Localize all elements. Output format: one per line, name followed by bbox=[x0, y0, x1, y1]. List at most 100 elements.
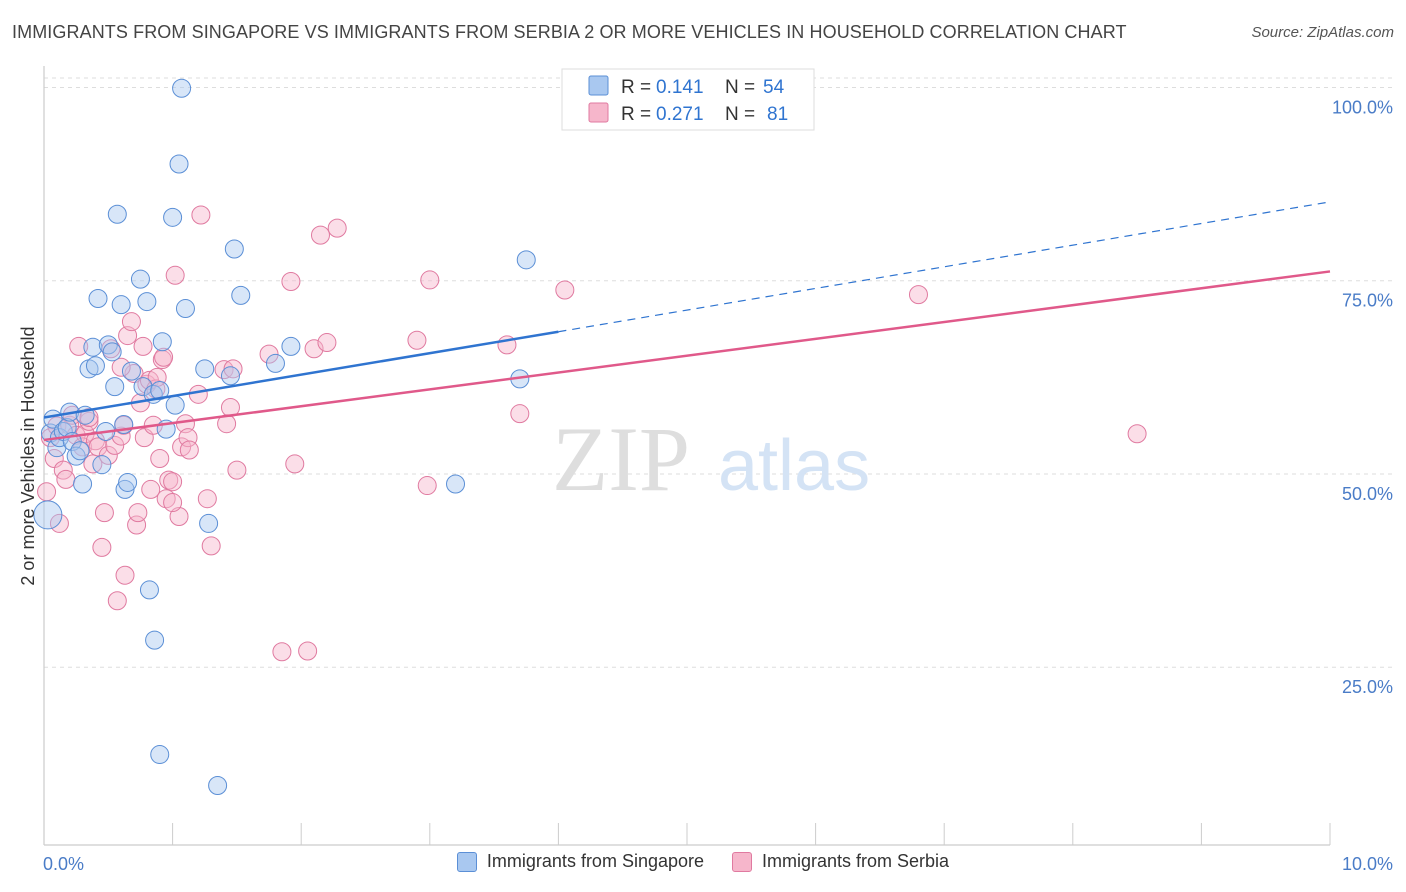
point-serbia-18 bbox=[98, 445, 118, 465]
watermark-atlas: atlas bbox=[718, 426, 870, 506]
point-serbia-68 bbox=[327, 218, 347, 238]
point-singapore-48 bbox=[265, 353, 285, 373]
legend-top-r-label-singapore: R = bbox=[621, 77, 651, 98]
point-singapore-29 bbox=[137, 292, 157, 312]
legend-swatch-singapore bbox=[456, 851, 477, 872]
legend-swatch-serbia bbox=[732, 851, 753, 872]
legend-bottom: Immigrants from Singapore Immigrants fro… bbox=[0, 851, 1406, 872]
point-serbia-54 bbox=[201, 536, 221, 556]
legend-label-serbia: Immigrants from Serbia bbox=[762, 851, 950, 871]
point-singapore-46 bbox=[224, 239, 244, 259]
point-serbia-77 bbox=[37, 482, 57, 502]
point-serbia-66 bbox=[310, 225, 330, 245]
legend-top-n-label-serbia: N = bbox=[725, 104, 755, 125]
point-serbia-21 bbox=[107, 591, 127, 611]
legend-label-singapore: Immigrants from Singapore bbox=[486, 851, 705, 871]
point-serbia-79 bbox=[111, 357, 131, 377]
y-tick-label-100: 100.0% bbox=[1332, 97, 1393, 117]
point-singapore-47 bbox=[231, 285, 251, 305]
point-singapore-26 bbox=[121, 361, 141, 381]
point-serbia-63 bbox=[285, 454, 305, 474]
point-serbia-74 bbox=[555, 280, 575, 300]
legend-top-n-label-singapore: N = bbox=[725, 77, 755, 98]
legend-top-swatch-serbia bbox=[588, 102, 609, 123]
legend-top: R = 0.141 N = 54 R = 0.271 N = 81 bbox=[561, 68, 815, 131]
legend-item-singapore: Immigrants from Singapore bbox=[456, 851, 705, 872]
point-serbia-76 bbox=[1127, 424, 1147, 444]
point-serbia-69 bbox=[407, 330, 427, 350]
point-singapore-38 bbox=[165, 395, 185, 415]
point-singapore-39 bbox=[169, 154, 189, 174]
point-singapore-8 bbox=[66, 446, 86, 466]
watermark-zip: ZIP bbox=[552, 408, 690, 510]
point-singapore-27 bbox=[130, 269, 150, 289]
legend-top-r-value-singapore: 0.141 bbox=[656, 77, 704, 98]
legend-top-n-value-serbia: 81 bbox=[767, 104, 788, 125]
point-serbia-35 bbox=[141, 479, 161, 499]
point-serbia-51 bbox=[188, 384, 208, 404]
point-singapore-49 bbox=[281, 336, 301, 356]
legend-item-serbia: Immigrants from Serbia bbox=[732, 851, 949, 872]
point-singapore-10 bbox=[73, 474, 93, 494]
x-tick-label-max: 10.0% bbox=[1342, 854, 1393, 874]
point-singapore-35 bbox=[152, 332, 172, 352]
point-serbia-50 bbox=[179, 440, 199, 460]
point-serbia-39 bbox=[150, 449, 170, 468]
grid-lines bbox=[44, 77, 1392, 668]
point-singapore-32 bbox=[145, 630, 165, 650]
point-serbia-61 bbox=[272, 642, 292, 662]
y-tick-label-75: 75.0% bbox=[1342, 291, 1393, 311]
point-singapore-25 bbox=[118, 472, 138, 492]
x-tick-label-min: 0.0% bbox=[43, 854, 84, 874]
y-axis-label: 2 or more Vehicles in Household bbox=[18, 326, 38, 585]
point-singapore-21 bbox=[107, 204, 127, 224]
series-serbia-points bbox=[37, 205, 1147, 662]
point-singapore-14 bbox=[85, 356, 105, 376]
trend-line-singapore-extension bbox=[558, 201, 1331, 333]
point-singapore-15 bbox=[88, 288, 108, 308]
point-singapore-9 bbox=[70, 441, 90, 461]
y-tick-label-50: 50.0% bbox=[1342, 484, 1393, 504]
point-serbia-59 bbox=[227, 460, 247, 480]
point-singapore-45 bbox=[220, 366, 240, 386]
y-tick-label-25: 25.0% bbox=[1342, 677, 1393, 697]
point-serbia-64 bbox=[298, 641, 318, 661]
point-serbia-20 bbox=[105, 435, 125, 455]
point-serbia-73 bbox=[510, 404, 530, 424]
point-serbia-24 bbox=[115, 565, 135, 585]
legend-top-r-value-serbia: 0.271 bbox=[656, 104, 704, 125]
point-singapore-40 bbox=[172, 78, 192, 98]
point-singapore-20 bbox=[105, 377, 125, 397]
trend-line-serbia bbox=[43, 270, 1331, 442]
point-serbia-53 bbox=[197, 489, 217, 509]
point-singapore-22 bbox=[111, 295, 131, 315]
point-singapore-43 bbox=[199, 513, 219, 533]
y-tick-labels: 25.0% 50.0% 75.0% 100.0% bbox=[1332, 97, 1393, 697]
point-singapore-53 bbox=[33, 500, 63, 530]
point-serbia-47 bbox=[172, 437, 192, 457]
point-serbia-80 bbox=[163, 493, 183, 513]
point-serbia-45 bbox=[165, 265, 185, 285]
point-serbia-31 bbox=[133, 336, 153, 356]
point-serbia-17 bbox=[94, 503, 114, 523]
point-serbia-56 bbox=[217, 414, 237, 434]
point-serbia-46 bbox=[169, 506, 189, 526]
point-singapore-41 bbox=[175, 299, 195, 319]
point-singapore-50 bbox=[446, 474, 466, 494]
point-serbia-71 bbox=[420, 270, 440, 290]
point-singapore-34 bbox=[150, 745, 170, 765]
x-ticks bbox=[43, 823, 1331, 845]
axes bbox=[43, 66, 1331, 846]
source-credit: Source: ZipAtlas.com bbox=[1251, 24, 1394, 41]
point-serbia-62 bbox=[281, 271, 301, 291]
watermark: ZIP atlas bbox=[552, 408, 870, 510]
chart-title: IMMIGRANTS FROM SINGAPORE VS IMMIGRANTS … bbox=[12, 22, 1127, 42]
point-serbia-29 bbox=[128, 503, 148, 523]
point-singapore-30 bbox=[139, 580, 159, 600]
point-serbia-9 bbox=[69, 336, 89, 356]
point-serbia-52 bbox=[191, 205, 211, 225]
point-singapore-52 bbox=[516, 250, 536, 270]
point-singapore-16 bbox=[92, 455, 112, 475]
point-serbia-28 bbox=[127, 515, 147, 535]
